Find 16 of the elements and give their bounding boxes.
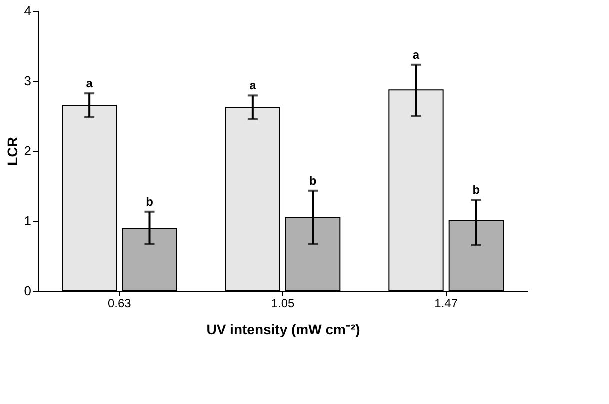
annotation: a [86, 76, 94, 91]
annotation: a [250, 78, 257, 93]
x-tick-label: 1.47 [434, 296, 458, 310]
y-tick-label: 3 [24, 74, 32, 88]
y-tick-label: 0 [24, 284, 32, 298]
x-tick-label: 1.05 [271, 296, 295, 310]
y-tick-label: 1 [24, 214, 32, 228]
x-axis-title: UV intensity (mW cm⁻²) [206, 322, 360, 338]
x-tick-label: 0.63 [108, 296, 132, 310]
y-tick-label: 2 [24, 144, 32, 158]
y-tick-label: 4 [24, 4, 32, 18]
y-axis-title: LCR [4, 137, 20, 166]
annotation: b [146, 194, 154, 209]
annotation: b [472, 183, 480, 197]
annotation: b [309, 174, 317, 188]
annotation: a [412, 48, 420, 62]
